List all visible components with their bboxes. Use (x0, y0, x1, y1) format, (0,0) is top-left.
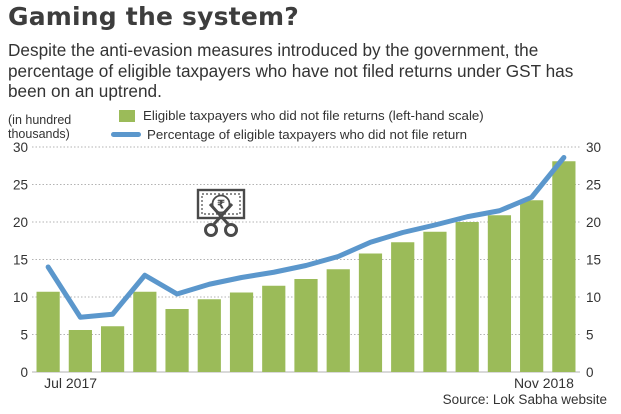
y-tick-right-20: 20 (586, 215, 601, 230)
bar-jun-2018 (391, 242, 415, 372)
y-tick-right-10: 10 (586, 290, 601, 305)
bar-sep-2017 (100, 326, 125, 372)
bar-nov-2018 (552, 161, 576, 372)
y-tick-right-30: 30 (586, 140, 601, 155)
legend-line-swatch (111, 132, 141, 137)
bar-oct-2018 (520, 200, 544, 372)
y-axis-left: 0 5 10 15 20 25 30 (13, 140, 28, 380)
bar-jan-2018 (229, 292, 254, 372)
legend-item-line: Percentage of eligible taxpayers who did… (111, 127, 467, 142)
y-tick-left-20: 20 (13, 215, 28, 230)
y-tick-right-0: 0 (586, 365, 594, 380)
legend-bar-swatch (119, 109, 135, 122)
y-tick-left-5: 5 (20, 328, 28, 343)
x-axis: Jul 2017 Nov 2018 (44, 375, 574, 391)
bar-nov-2017 (165, 309, 189, 372)
source-note: Source: Lok Sabha website (442, 392, 607, 407)
chart-title: Gaming the system? (8, 2, 299, 31)
x-tick-first: Jul 2017 (44, 375, 97, 391)
bar-aug-2018 (455, 222, 479, 372)
rupee-note-scissors-icon: ₹ (196, 188, 246, 237)
bar-sep-2018 (487, 215, 512, 372)
bar-feb-2018 (262, 285, 286, 372)
legend-bar-label: Eligible taxpayers who did not file retu… (143, 108, 484, 123)
x-tick-last: Nov 2018 (514, 375, 574, 391)
legend-line-label: Percentage of eligible taxpayers who did… (147, 127, 468, 142)
y-tick-left-0: 0 (20, 365, 28, 380)
bar-oct-2017 (133, 291, 157, 372)
y-tick-right-5: 5 (586, 328, 594, 343)
line-series (45, 155, 567, 320)
y-axis-unit-label: (in hundred thousands) (8, 113, 72, 141)
bar-dec-2017 (197, 299, 221, 372)
y-tick-right-15: 15 (586, 253, 601, 268)
y-tick-left-30: 30 (13, 140, 28, 155)
y-tick-right-25: 25 (586, 178, 601, 193)
y-axis-right: 0 5 10 15 20 25 30 (586, 140, 601, 380)
legend-item-bars: Eligible taxpayers who did not file retu… (111, 108, 484, 123)
y-tick-left-25: 25 (13, 178, 28, 193)
y-tick-left-15: 15 (13, 253, 28, 268)
bar-series (36, 161, 576, 372)
bar-jul-2018 (423, 231, 447, 372)
svg-text:₹: ₹ (217, 198, 225, 212)
line-percentage (45, 155, 567, 320)
bar-aug-2017 (68, 330, 92, 372)
chart-subtitle: Despite the anti-evasion measures introd… (8, 40, 574, 101)
bar-jul-2017 (36, 291, 60, 372)
bar-mar-2018 (294, 279, 318, 372)
y-tick-left-10: 10 (13, 290, 28, 305)
bar-apr-2018 (326, 269, 350, 372)
bar-may-2018 (358, 253, 383, 372)
